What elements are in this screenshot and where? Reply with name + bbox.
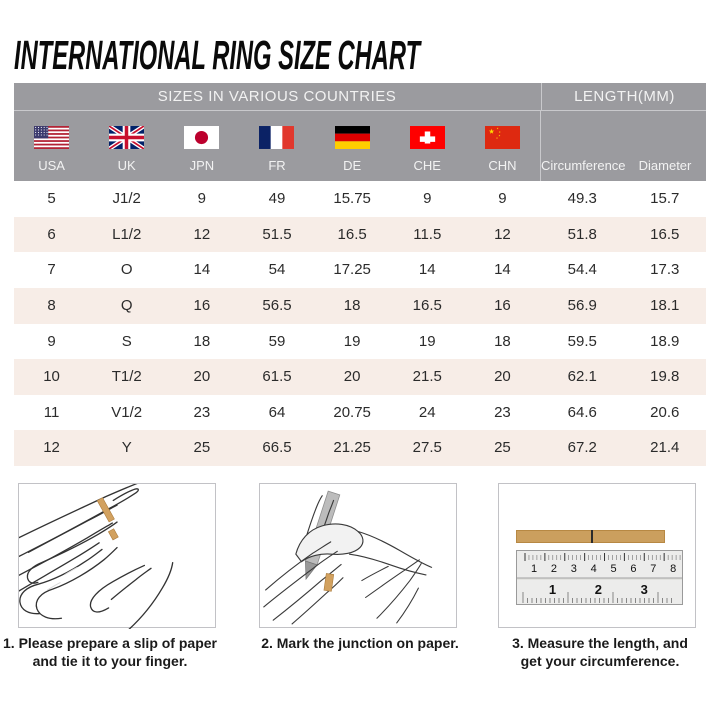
svg-text:3: 3: [571, 563, 577, 575]
svg-text:1: 1: [531, 563, 537, 575]
svg-text:5: 5: [610, 563, 616, 575]
svg-text:1: 1: [549, 582, 556, 597]
svg-text:3: 3: [641, 582, 648, 597]
svg-text:7: 7: [650, 563, 656, 575]
svg-text:6: 6: [630, 563, 636, 575]
svg-text:4: 4: [591, 563, 597, 575]
svg-text:8: 8: [670, 563, 676, 575]
svg-text:2: 2: [551, 563, 557, 575]
svg-text:2: 2: [595, 582, 602, 597]
